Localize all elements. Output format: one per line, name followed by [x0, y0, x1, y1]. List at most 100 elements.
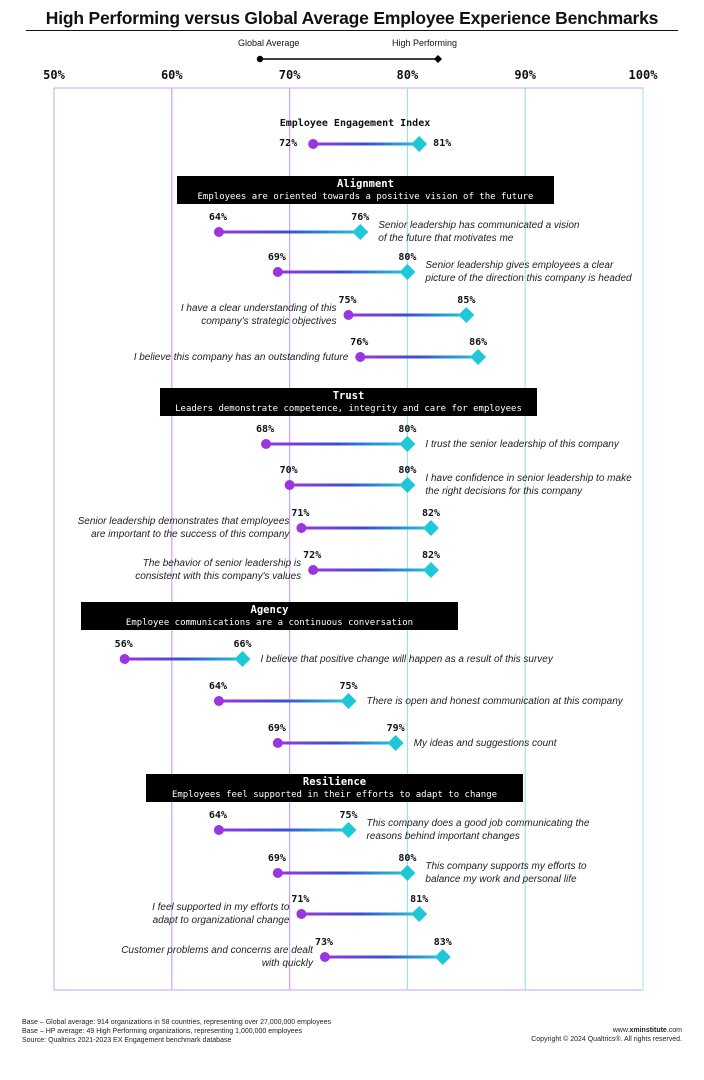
- x-tick-label: 70%: [278, 68, 301, 82]
- high-value-label: 80%: [398, 252, 417, 263]
- question-label: There is open and honest communication a…: [366, 695, 623, 707]
- global-average-dot: [296, 909, 307, 919]
- global-average-dot: [261, 439, 272, 449]
- x-tick-label: 60%: [160, 68, 183, 82]
- high-performing-diamond: [470, 349, 487, 365]
- global-value-label: 69%: [267, 252, 286, 263]
- high-performing-diamond: [340, 693, 357, 709]
- question-label: I believe this company has an outstandin…: [133, 351, 349, 363]
- high-value-label: 82%: [421, 508, 441, 519]
- legend-marker: [256, 55, 442, 63]
- high-performing-diamond: [399, 264, 416, 280]
- question-label: This company supports my efforts to bala…: [425, 861, 587, 885]
- high-performing-diamond: [411, 136, 428, 152]
- high-performing-diamond: [399, 477, 416, 493]
- section-resilience: Resilience Employees feel supported in t…: [146, 774, 523, 802]
- high-performing-diamond: [399, 865, 416, 881]
- global-value-label: 70%: [279, 465, 298, 476]
- question-label: I have confidence in senior leadership t…: [425, 473, 632, 497]
- section-title: Trust: [332, 390, 365, 402]
- question-label: I feel supported in my efforts to adapt …: [152, 902, 290, 926]
- global-average-dot: [213, 825, 224, 835]
- question-label: I have a clear understanding of this com…: [180, 303, 337, 327]
- global-average-dot: [319, 952, 330, 962]
- footer-copyright: Copyright © 2024 Qualtrics®. All rights …: [531, 1036, 682, 1043]
- question-label: This company does a good job communicati…: [366, 818, 590, 842]
- global-value-label: 76%: [350, 337, 369, 348]
- footer-site[interactable]: www.xminstitute.com: [531, 1026, 682, 1035]
- global-value-label: 64%: [208, 212, 227, 223]
- section-subtitle: Employee communications are a continuous…: [125, 618, 414, 628]
- high-performing-diamond: [387, 735, 404, 751]
- global-average-dot: [284, 480, 295, 490]
- footer-sources: Base – Global average: 914 organizations…: [22, 1018, 331, 1045]
- x-tick-label: 50%: [43, 68, 65, 82]
- title-divider: [26, 30, 678, 31]
- high-performing-diamond: [422, 562, 439, 578]
- global-value-label: 68%: [256, 424, 275, 435]
- high-performing-diamond: [411, 906, 428, 922]
- chart-title: High Performing versus Global Average Em…: [45, 8, 659, 28]
- footer-line: Base – HP average: 49 High Performing or…: [22, 1028, 303, 1035]
- high-value-label: 80%: [398, 853, 417, 864]
- high-value-label: 86%: [469, 337, 488, 348]
- high-performing-diamond: [434, 949, 451, 965]
- global-value-label: 64%: [208, 681, 227, 692]
- section-title: Agency: [250, 604, 289, 616]
- engagement-index-title: Employee Engagement Index: [279, 118, 431, 129]
- high-performing-diamond: [458, 307, 475, 323]
- high-value-label: 80%: [398, 424, 417, 435]
- question-label: Senior leadership has communicated a vis…: [378, 220, 580, 244]
- footer-line: Source: Qualtrics 2021-2023 EX Engagemen…: [22, 1037, 232, 1044]
- question-label: Customer problems and concerns are dealt…: [121, 945, 313, 969]
- legend-global-dot: [256, 55, 264, 63]
- section-title: Resilience: [302, 776, 367, 788]
- high-value-label: 66%: [233, 639, 252, 650]
- high-performing-diamond: [234, 651, 251, 667]
- high-value-label: 85%: [457, 295, 476, 306]
- question-label: I trust the senior leadership of this co…: [425, 438, 619, 450]
- global-average-dot: [272, 738, 283, 748]
- question-label: I believe that positive change will happ…: [260, 653, 553, 665]
- section-trust: Trust Leaders demonstrate competence, in…: [160, 388, 537, 416]
- x-tick-label: 100%: [628, 68, 658, 82]
- high-performing-diamond: [352, 224, 369, 240]
- global-average-dot: [272, 267, 283, 277]
- legend-global-label: Global Average: [238, 38, 300, 48]
- site-suffix: .com: [666, 1027, 682, 1034]
- section-subtitle: Employees feel supported in their effort…: [171, 790, 498, 800]
- x-tick-label: 80%: [396, 68, 419, 82]
- global-average-dot: [272, 868, 283, 878]
- high-value-label: 80%: [398, 465, 417, 476]
- global-value-label: 56%: [114, 639, 133, 650]
- x-tick-label: 90%: [514, 68, 537, 82]
- global-value-label: 71%: [291, 894, 310, 905]
- global-average-dot: [119, 654, 130, 664]
- global-value-label: 73%: [314, 937, 333, 948]
- question-label: Senior leadership demonstrates that empl…: [77, 516, 290, 540]
- legend-high-label: High Performing: [392, 38, 458, 48]
- question-label: Senior leadership gives employees a clea…: [425, 260, 632, 284]
- site-prefix: www.: [612, 1027, 630, 1034]
- high-performing-diamond: [422, 520, 439, 536]
- high-value-label: 79%: [386, 723, 405, 734]
- global-average-dot: [213, 696, 224, 706]
- high-performing-diamond: [340, 822, 357, 838]
- section-alignment: Alignment Employees are oriented towards…: [177, 176, 554, 204]
- global-value-label: 69%: [267, 723, 286, 734]
- global-value-label: 69%: [267, 853, 286, 864]
- footer-line: Base – Global average: 914 organizations…: [22, 1019, 331, 1026]
- global-average-dot: [343, 310, 354, 320]
- site-name: xminstitute: [629, 1027, 667, 1034]
- high-value-label: 75%: [339, 681, 358, 692]
- global-value-label: 64%: [208, 810, 227, 821]
- high-value-label: 82%: [421, 550, 441, 561]
- high-value-label: 83%: [433, 937, 452, 948]
- global-value-label: 71%: [291, 508, 310, 519]
- high-value-label: 81%: [433, 138, 452, 149]
- section-subtitle: Leaders demonstrate competence, integrit…: [175, 404, 522, 414]
- question-label: My ideas and suggestions count: [413, 737, 557, 749]
- section-subtitle: Employees are oriented towards a positiv…: [197, 192, 534, 202]
- high-performing-diamond: [399, 436, 416, 452]
